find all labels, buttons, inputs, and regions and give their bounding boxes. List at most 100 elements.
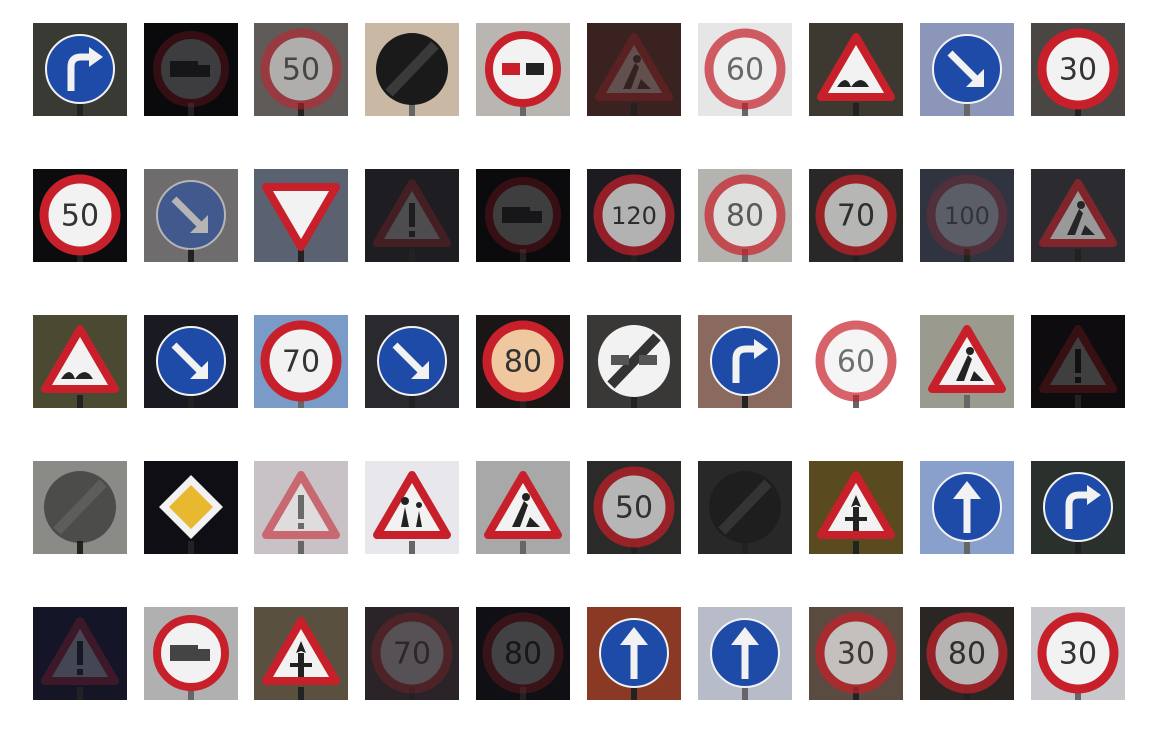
no-passing-trucks-sign [153,615,229,691]
general-caution-sign [41,617,119,685]
speed-limit-label: 50 [282,53,320,88]
speed-limit-sign: 80 [926,612,1008,694]
speed-limit-sign: 60 [704,28,786,110]
speed-limit-label: 100 [944,202,990,230]
priority-road-sign [159,475,223,539]
sign-thumbnail [587,607,681,700]
sign-thumbnail [254,461,348,554]
sign-thumbnail [809,23,903,116]
exclamation-icon [77,641,83,665]
sign-thumbnail [698,461,792,554]
sign-thumbnail [698,315,792,408]
end-no-passing-sign [598,325,670,397]
keep-right-sign [377,326,447,396]
end-of-restrictions-sign [376,33,448,105]
speed-limit-label: 80 [504,637,542,672]
ahead-only-sign [932,472,1002,542]
speed-limit-label: 70 [282,345,320,380]
speed-limit-sign: 50 [39,174,121,256]
speed-limit-label: 60 [726,53,764,88]
turn-right-ahead-sign [1043,472,1113,542]
exclamation-icon [1075,349,1081,373]
speed-limit-label: 50 [615,491,653,526]
sign-thumbnail: 80 [476,315,570,408]
sign-thumbnail: 70 [254,315,348,408]
general-caution-sign [1039,325,1117,393]
speed-limit-sign: 60 [815,320,897,402]
ahead-only-sign [599,618,669,688]
exclamation-icon [409,203,415,227]
keep-right-sign [156,180,226,250]
sign-thumbnail: 50 [254,23,348,116]
speed-limit-sign: 120 [593,174,675,256]
sign-thumbnail [587,23,681,116]
keep-right-sign [156,326,226,396]
road-work-sign [595,33,673,101]
sign-thumbnail: 30 [1031,23,1125,116]
sign-thumbnail [476,23,570,116]
speed-limit-sign: 50 [260,28,342,110]
sign-thumbnail: 80 [698,169,792,262]
sign-thumbnail [920,461,1014,554]
no-passing-trucks-sign [153,31,229,107]
sign-thumbnail [365,461,459,554]
speed-limit-sign: 80 [482,612,564,694]
keep-right-sign [932,34,1002,104]
sign-thumbnail: 30 [1031,607,1125,700]
road-work-sign [1039,179,1117,247]
speed-limit-sign: 80 [482,320,564,402]
arrow-down-right-icon [171,342,205,376]
children-icon [401,497,409,505]
speed-limit-label: 80 [726,199,764,234]
arrow-down-right-icon [947,50,981,84]
worker-icon [1067,209,1095,235]
children-crossing-sign [373,471,451,539]
sign-thumbnail [144,461,238,554]
thumbnail-background [587,23,681,116]
sign-thumbnail [920,315,1014,408]
end-of-restrictions-sign [709,471,781,543]
arrow-right-icon [1065,491,1089,529]
ahead-only-sign [710,618,780,688]
worker-icon [512,501,540,527]
exclamation-icon [298,495,304,519]
sign-thumbnail [144,607,238,700]
sign-thumbnail [1031,461,1125,554]
sign-thumbnail: 70 [365,607,459,700]
general-caution-sign [373,179,451,247]
sign-thumbnail: 60 [698,23,792,116]
sign-thumbnail [33,461,127,554]
sign-thumbnail [33,315,127,408]
sign-thumbnail [1031,169,1125,262]
arrow-right-icon [732,345,756,383]
no-passing-sign [485,31,561,107]
speed-limit-label: 70 [837,199,875,234]
sign-thumbnail [365,315,459,408]
speed-limit-sign: 70 [815,174,897,256]
thumbnail-background [33,607,127,700]
sign-thumbnail [144,315,238,408]
sign-thumbnail: 80 [476,607,570,700]
speed-limit-label: 80 [504,345,542,380]
sign-thumbnail: 70 [809,169,903,262]
sign-thumbnail [809,461,903,554]
sign-thumbnail [476,461,570,554]
arrow-right-icon [67,53,91,91]
general-caution-sign [262,471,340,539]
sign-thumbnail: 50 [33,169,127,262]
speed-limit-label: 50 [61,199,99,234]
sign-thumbnail [587,315,681,408]
sign-thumbnail: 120 [587,169,681,262]
sign-thumbnail [698,607,792,700]
speed-limit-label: 30 [837,637,875,672]
arrow-down-right-icon [171,196,205,230]
speed-limit-label: 80 [948,637,986,672]
speed-limit-label: 30 [1059,53,1097,88]
sign-thumbnail: 80 [920,607,1014,700]
bumpy-road-sign [817,33,895,101]
worker-icon [956,355,984,381]
sign-thumbnail [33,607,127,700]
yield-sign [262,183,340,251]
speed-limit-sign: 70 [371,612,453,694]
